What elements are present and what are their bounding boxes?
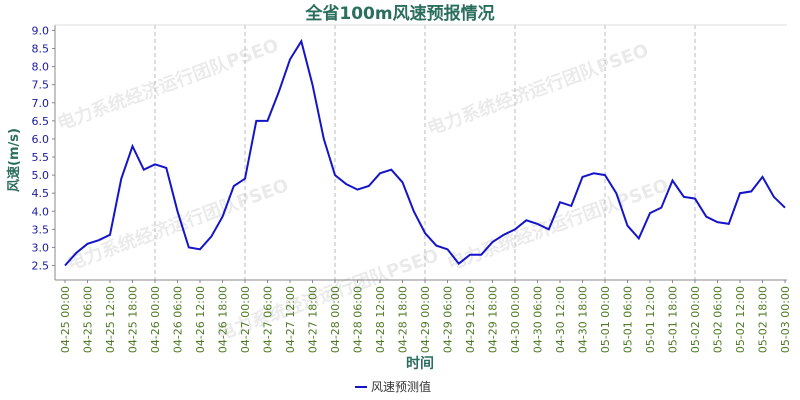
- y-tick-label: 7.5: [32, 79, 50, 92]
- data-line: [64, 38, 786, 267]
- y-tick-label: 4.5: [32, 187, 50, 200]
- y-tick-label: 5.0: [32, 169, 50, 182]
- watermark: 电力系统经济运行团队PSEO: [424, 39, 651, 140]
- x-tick-label: 05-01 06:00: [622, 286, 635, 353]
- x-tick-label: 04-27 00:00: [239, 286, 252, 353]
- x-tick-label: 05-02 18:00: [757, 286, 770, 353]
- x-tick-label: 04-27 18:00: [307, 286, 320, 353]
- y-tick-label: 6.0: [32, 133, 50, 146]
- y-tick-label: 3.0: [32, 241, 50, 254]
- x-tick-label: 04-29 18:00: [487, 286, 500, 353]
- x-tick-label: 04-29 00:00: [419, 286, 432, 353]
- y-tick-label: 8.5: [32, 43, 50, 56]
- x-tick-label: 04-25 00:00: [59, 286, 72, 353]
- y-tick-label: 9.0: [32, 24, 50, 37]
- x-tick-label: 05-02 06:00: [712, 286, 725, 353]
- watermark: 电力系统经济运行团队PSEO: [54, 34, 281, 135]
- x-tick-label: 05-01 00:00: [599, 286, 612, 353]
- x-tick-label: 04-30 18:00: [577, 286, 590, 353]
- x-tick-label: 04-28 00:00: [329, 286, 342, 353]
- y-tick-label: 7.0: [32, 97, 50, 110]
- chart-title: 全省100m风速预报情况: [304, 3, 494, 24]
- x-tick-label: 04-26 00:00: [149, 286, 162, 353]
- x-tick-label: 04-27 06:00: [262, 286, 275, 353]
- x-axis-label: 时间: [406, 355, 434, 372]
- watermark: 电力系统经济运行团队PSEO: [64, 174, 291, 275]
- y-tick-label: 4.0: [32, 205, 50, 218]
- x-tick-label: 04-26 18:00: [217, 286, 230, 353]
- x-tick-label: 04-25 12:00: [104, 286, 117, 353]
- x-tick-label: 04-25 18:00: [127, 286, 140, 353]
- y-axis-label: 风速(m/s): [6, 128, 22, 192]
- watermark: 电力系统经济运行团队PSEO: [444, 174, 671, 275]
- y-tick-label: 6.5: [32, 115, 50, 128]
- x-tick-label: 04-25 06:00: [82, 286, 95, 353]
- x-tick-label: 05-01 18:00: [667, 286, 680, 353]
- x-tick-label: 05-02 00:00: [689, 286, 702, 353]
- x-tick-label: 05-03 00:00: [779, 286, 792, 353]
- y-tick-label: 8.0: [32, 61, 50, 74]
- x-tick-label: 04-28 18:00: [397, 286, 410, 353]
- x-tick-label: 04-30 00:00: [509, 286, 522, 353]
- y-tick-label: 5.5: [32, 151, 50, 164]
- x-tick-label: 04-29 12:00: [464, 286, 477, 353]
- x-tick-label: 04-28 06:00: [352, 286, 365, 353]
- x-tick-label: 04-30 12:00: [554, 286, 567, 353]
- x-tick-label: 04-28 12:00: [374, 286, 387, 353]
- y-tick-label: 3.5: [32, 223, 50, 236]
- x-tick-label: 04-29 06:00: [442, 286, 455, 353]
- x-tick-label: 05-01 12:00: [644, 286, 657, 353]
- x-tick-label: 04-26 06:00: [172, 286, 185, 353]
- x-tick-label: 04-30 06:00: [532, 286, 545, 353]
- legend-label: 风速预测值: [371, 379, 431, 394]
- y-tick-label: 2.5: [32, 260, 50, 273]
- x-tick-label: 04-27 12:00: [284, 286, 297, 353]
- x-tick-label: 05-02 12:00: [734, 286, 747, 353]
- x-tick-label: 04-26 12:00: [194, 286, 207, 353]
